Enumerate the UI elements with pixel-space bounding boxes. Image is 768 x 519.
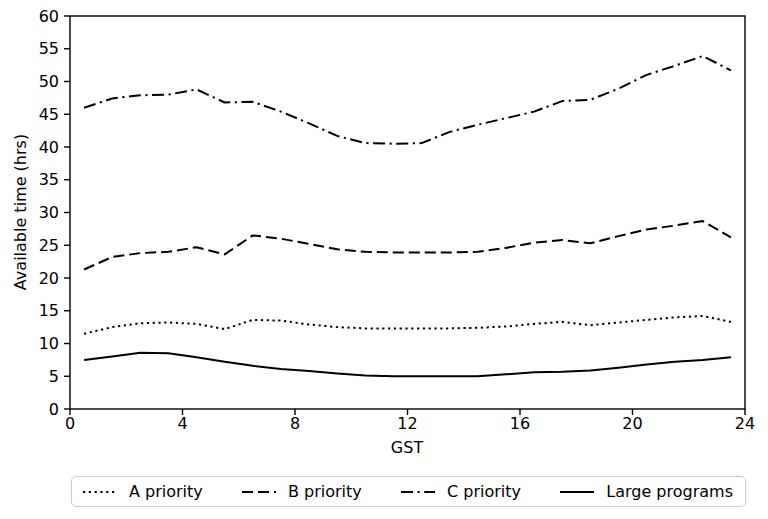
y-tick-label: 50 (39, 72, 59, 91)
legend-line-sample-solid (560, 489, 594, 495)
chart-canvas: 0 4 8 12 16 20 24 0 5 10 15 20 25 30 35 40 45 50 55 60 (0, 0, 768, 519)
legend-line-sample-dashdot (401, 489, 435, 495)
y-tick-label: 10 (39, 334, 59, 353)
x-tick-label: 4 (177, 414, 187, 433)
legend-line-sample-dashed (242, 489, 276, 495)
y-tick-label: 55 (39, 39, 59, 58)
y-tick-label: 20 (39, 269, 59, 288)
x-tick-label: 20 (622, 414, 642, 433)
x-tick-label: 8 (290, 414, 300, 433)
plot-border (70, 16, 745, 409)
y-tick-label: 5 (49, 367, 59, 386)
legend: A priority B priority C priority Large prog… (71, 476, 746, 507)
legend-label: A priority (129, 482, 203, 501)
x-tick-label: 24 (735, 414, 755, 433)
figure: 04812162024051015202530354045505560 GST … (0, 0, 768, 519)
y-tick-label: 35 (39, 170, 59, 189)
y-tick-label: 0 (49, 400, 59, 419)
y-tick-label: 40 (39, 138, 59, 157)
x-tick-label: 16 (510, 414, 530, 433)
y-tick-label: 15 (39, 301, 59, 320)
legend-item-large-programs: Large programs (560, 482, 733, 501)
y-tick-label: 30 (39, 203, 59, 222)
series-line-large-programs (84, 353, 731, 377)
series-line-c-priority (84, 56, 731, 144)
x-tick-label: 12 (397, 414, 417, 433)
y-tick-label: 60 (39, 7, 59, 26)
legend-item-c-priority: C priority (401, 482, 521, 501)
legend-label: Large programs (606, 482, 733, 501)
legend-item-b-priority: B priority (242, 482, 362, 501)
x-tick-label: 0 (65, 414, 75, 433)
y-tick-label: 45 (39, 105, 59, 124)
x-axis-label: GST (391, 438, 423, 457)
y-tick-label: 25 (39, 236, 59, 255)
y-axis-label: Available time (hrs) (11, 134, 30, 290)
legend-label: C priority (447, 482, 521, 501)
legend-line-sample-dotted (83, 489, 117, 495)
series-line-a-priority (84, 316, 731, 334)
legend-label: B priority (288, 482, 362, 501)
series-line-b-priority (84, 221, 731, 270)
legend-item-a-priority: A priority (83, 482, 203, 501)
